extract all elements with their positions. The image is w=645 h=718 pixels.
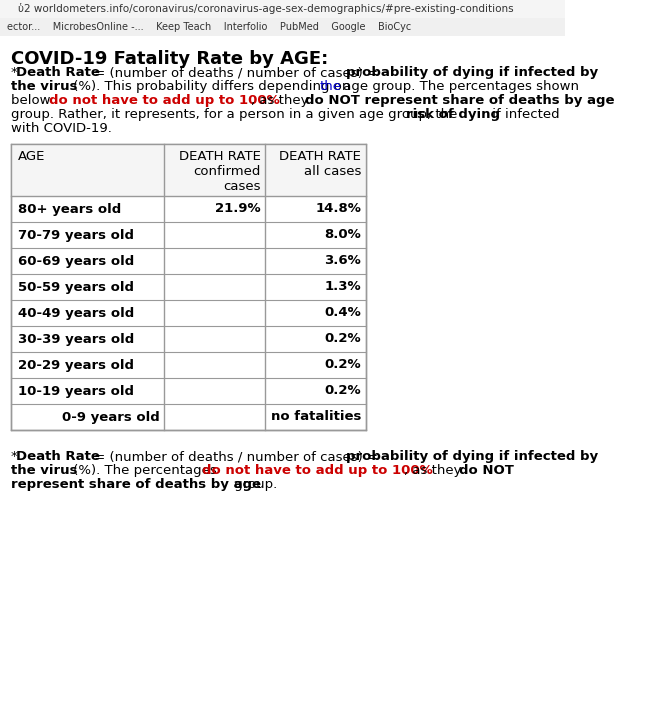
Text: Death Rate: Death Rate — [16, 450, 101, 463]
Text: do NOT represent share of deaths by age: do NOT represent share of deaths by age — [305, 94, 615, 107]
Text: 0.4%: 0.4% — [324, 307, 361, 320]
Text: 0.2%: 0.2% — [324, 385, 361, 398]
Text: probability of dying if infected by: probability of dying if infected by — [346, 450, 599, 463]
Text: represent share of deaths by age: represent share of deaths by age — [10, 478, 261, 491]
Text: 10-19 years old: 10-19 years old — [17, 385, 134, 398]
Text: 14.8%: 14.8% — [315, 202, 361, 215]
Text: 8.0%: 8.0% — [324, 228, 361, 241]
FancyBboxPatch shape — [10, 144, 366, 196]
Text: COVID-19 Fatality Rate by AGE:: COVID-19 Fatality Rate by AGE: — [10, 50, 328, 68]
Text: 0.2%: 0.2% — [324, 332, 361, 345]
Text: , as they: , as they — [404, 464, 466, 477]
Text: the: the — [319, 80, 341, 93]
Text: group. Rather, it represents, for a person in a given age group, the: group. Rather, it represents, for a pers… — [10, 108, 461, 121]
Text: do not have to add up to 100%: do not have to add up to 100% — [49, 94, 280, 107]
Text: the virus: the virus — [10, 464, 77, 477]
Text: group.: group. — [230, 478, 277, 491]
Text: risk of dying: risk of dying — [406, 108, 500, 121]
Text: 3.6%: 3.6% — [324, 254, 361, 268]
Text: 40-49 years old: 40-49 years old — [17, 307, 134, 320]
Text: ὑ2 worldometers.info/coronavirus/coronavirus-age-sex-demographics/#pre-existing-: ὑ2 worldometers.info/coronavirus/coronav… — [17, 4, 513, 14]
Text: if infected: if infected — [488, 108, 560, 121]
Text: DEATH RATE
all cases: DEATH RATE all cases — [279, 150, 361, 178]
Text: 50-59 years old: 50-59 years old — [17, 281, 134, 294]
Text: 0.2%: 0.2% — [324, 358, 361, 371]
Text: with COVID-19.: with COVID-19. — [10, 122, 112, 135]
Text: *: * — [10, 450, 17, 463]
Text: AGE: AGE — [17, 150, 45, 163]
Text: probability of dying if infected by: probability of dying if infected by — [346, 66, 599, 79]
Text: below: below — [10, 94, 54, 107]
Text: Death Rate: Death Rate — [16, 66, 101, 79]
Text: 60-69 years old: 60-69 years old — [17, 254, 134, 268]
FancyBboxPatch shape — [0, 0, 566, 18]
Text: the virus: the virus — [10, 80, 77, 93]
Text: *: * — [10, 66, 17, 79]
FancyBboxPatch shape — [10, 144, 366, 430]
Text: 20-29 years old: 20-29 years old — [17, 358, 134, 371]
Text: (%). This probability differs depending on: (%). This probability differs depending … — [69, 80, 355, 93]
Text: do NOT: do NOT — [459, 464, 513, 477]
Text: ector...    MicrobesOnline -...    Keep Teach    Interfolio    PubMed    Google : ector... MicrobesOnline -... Keep Teach … — [7, 22, 412, 32]
Text: 30-39 years old: 30-39 years old — [17, 332, 134, 345]
Text: 1.3%: 1.3% — [324, 281, 361, 294]
Text: = (number of deaths / number of cases) =: = (number of deaths / number of cases) = — [90, 66, 382, 79]
Text: (%). The percentages: (%). The percentages — [69, 464, 221, 477]
Text: , as they: , as they — [251, 94, 313, 107]
Text: age group. The percentages shown: age group. The percentages shown — [339, 80, 579, 93]
Text: do not have to add up to 100%: do not have to add up to 100% — [202, 464, 433, 477]
Text: DEATH RATE
confirmed
cases: DEATH RATE confirmed cases — [179, 150, 261, 193]
Text: no fatalities: no fatalities — [271, 411, 361, 424]
Text: 80+ years old: 80+ years old — [17, 202, 121, 215]
Text: 70-79 years old: 70-79 years old — [17, 228, 134, 241]
FancyBboxPatch shape — [0, 18, 566, 36]
Text: 21.9%: 21.9% — [215, 202, 261, 215]
Text: 0-9 years old: 0-9 years old — [62, 411, 159, 424]
Text: = (number of deaths / number of cases) =: = (number of deaths / number of cases) = — [90, 450, 382, 463]
